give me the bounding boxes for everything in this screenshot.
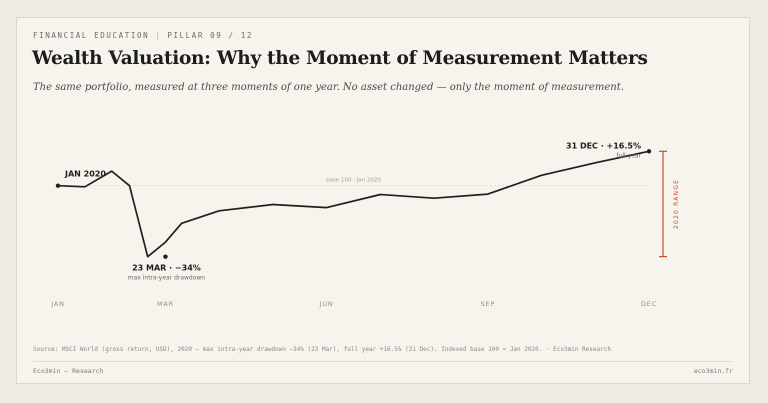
footer-divider	[33, 361, 733, 362]
footer-link[interactable]: eco3min.fr	[693, 367, 733, 375]
annotation-sublabel: max intra-year drawdown	[128, 275, 206, 282]
x-tick-label: SEP	[481, 300, 496, 308]
data-points	[55, 149, 652, 259]
range-bar-label: 2020 RANGE	[673, 179, 680, 229]
x-tick-label: JUN	[319, 300, 334, 308]
kicker-separator: |	[155, 31, 162, 40]
x-tick-label: MAR	[157, 300, 174, 308]
kicker: FINANCIAL EDUCATION | PILLAR 09 / 12	[33, 31, 253, 40]
annotation-label: JAN 2020	[64, 170, 106, 179]
x-tick-label: DEC	[641, 300, 657, 308]
x-tick-label: JAN	[50, 300, 65, 308]
page-title: Wealth Valuation: Why the Moment of Meas…	[32, 48, 648, 69]
annotation-sublabel: full year	[616, 152, 641, 159]
baseline-label: base 100 · Jan 2020	[326, 178, 381, 184]
kicker-pillar: PILLAR 09 / 12	[167, 31, 253, 40]
annotated-point	[646, 149, 652, 154]
annotation-label: 31 DEC · +16.5%	[566, 141, 641, 150]
line-chart: base 100 · Jan 2020 JAN 2020 23 MAR · −34…	[50, 141, 680, 308]
source-note: Source: MSCI World (gross return, USD), …	[33, 346, 611, 353]
chart-card: FINANCIAL EDUCATION | PILLAR 09 / 12 Wealt…	[16, 17, 750, 384]
annotated-point	[55, 183, 61, 188]
kicker-series: FINANCIAL EDUCATION	[33, 31, 150, 40]
series-line	[57, 150, 650, 258]
annotations: JAN 2020 23 MAR · −34% max intra-year draw…	[64, 141, 642, 281]
page-subtitle: The same portfolio, measured at three mo…	[33, 82, 624, 93]
range-bar: 2020 RANGE	[659, 150, 680, 258]
annotation-label: 23 MAR · −34%	[132, 264, 201, 273]
x-axis: JAN MAR JUN SEP DEC	[50, 300, 657, 308]
footer-brand: Eco3min — Research	[33, 367, 104, 375]
annotated-point	[163, 254, 168, 259]
